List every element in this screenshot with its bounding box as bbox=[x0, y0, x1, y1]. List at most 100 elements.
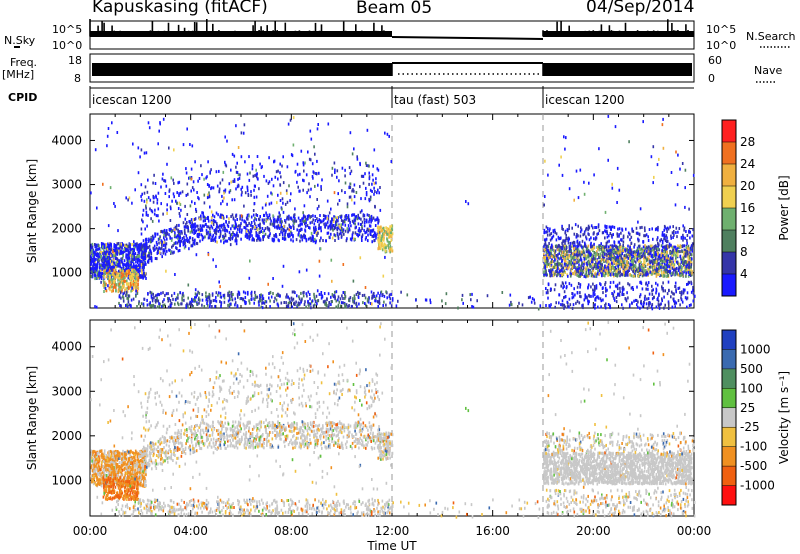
heatmap-cell bbox=[631, 262, 634, 266]
heatmap-cell bbox=[380, 246, 382, 250]
heatmap-cell bbox=[389, 235, 391, 239]
heatmap-cell bbox=[248, 155, 250, 159]
heatmap-cell bbox=[654, 265, 657, 269]
heatmap-cell bbox=[287, 234, 289, 238]
heatmap-cell bbox=[218, 224, 221, 228]
heatmap-cell bbox=[96, 272, 99, 276]
heatmap-cell bbox=[588, 181, 590, 185]
heatmap-cell bbox=[173, 181, 175, 185]
heatmap-cell bbox=[329, 236, 331, 240]
heatmap-cell bbox=[652, 263, 654, 266]
heatmap-cell bbox=[104, 266, 107, 270]
heatmap-cell bbox=[619, 256, 621, 260]
heatmap-cell bbox=[648, 270, 650, 274]
heatmap-cell bbox=[559, 274, 561, 278]
heatmap-cell bbox=[150, 255, 152, 259]
heatmap-cell bbox=[364, 231, 366, 235]
heatmap-cell bbox=[429, 298, 431, 302]
heatmap-cell bbox=[636, 303, 638, 307]
heatmap-cell bbox=[164, 179, 167, 183]
heatmap-cell bbox=[601, 271, 604, 275]
heatmap-cell bbox=[659, 266, 661, 270]
heatmap-cell bbox=[570, 245, 572, 249]
heatmap-cell bbox=[121, 289, 123, 293]
heatmap-cell bbox=[582, 270, 584, 274]
heatmap-cell bbox=[385, 244, 388, 248]
heatmap-cell bbox=[255, 195, 258, 199]
heatmap-cell bbox=[373, 192, 375, 196]
heatmap-cell bbox=[94, 266, 96, 270]
heatmap-cell bbox=[308, 293, 311, 296]
heatmap-cell bbox=[279, 191, 282, 195]
heatmap-cell bbox=[284, 202, 287, 206]
heatmap-cell bbox=[211, 305, 213, 308]
heatmap-cell bbox=[597, 223, 600, 227]
heatmap-cell bbox=[589, 253, 592, 257]
heatmap-cell bbox=[135, 282, 138, 286]
heatmap-cell bbox=[206, 196, 209, 200]
heatmap-cell bbox=[137, 287, 140, 291]
heatmap-cell bbox=[282, 210, 285, 214]
heatmap-cell bbox=[604, 210, 607, 214]
heatmap-cell bbox=[138, 246, 140, 250]
heatmap-cell bbox=[371, 229, 374, 233]
heatmap-cell bbox=[620, 272, 623, 276]
heatmap-cell bbox=[197, 235, 199, 238]
heatmap-cell bbox=[299, 219, 301, 223]
heatmap-cell bbox=[288, 184, 290, 188]
heatmap-cell bbox=[184, 204, 186, 208]
heatmap-cell bbox=[311, 234, 314, 238]
heatmap-cell bbox=[558, 257, 561, 261]
heatmap-cell bbox=[149, 257, 152, 261]
heatmap-cell bbox=[147, 196, 150, 200]
heatmap-cell bbox=[622, 262, 625, 266]
heatmap-cell bbox=[229, 243, 232, 247]
heatmap-cell bbox=[131, 268, 133, 272]
heatmap-cell bbox=[296, 294, 298, 298]
heatmap-cell bbox=[177, 239, 180, 243]
heatmap-cell bbox=[174, 234, 176, 238]
heatmap-cell bbox=[627, 264, 630, 268]
heatmap-cell bbox=[599, 252, 602, 256]
heatmap-cell bbox=[612, 271, 614, 275]
heatmap-cell bbox=[551, 268, 554, 272]
heatmap-cell bbox=[230, 168, 232, 172]
heatmap-cell bbox=[302, 214, 305, 218]
heatmap-cell bbox=[198, 291, 201, 295]
heatmap-cell bbox=[648, 257, 650, 261]
heatmap-cell bbox=[215, 232, 218, 236]
heatmap-cell bbox=[125, 290, 128, 294]
heatmap-cell bbox=[101, 245, 103, 249]
heatmap-cell bbox=[212, 186, 215, 190]
heatmap-cell bbox=[178, 201, 181, 205]
heatmap-cell bbox=[281, 233, 284, 237]
heatmap-cell bbox=[208, 184, 210, 188]
heatmap-cell bbox=[179, 203, 182, 206]
heatmap-cell bbox=[655, 305, 658, 309]
heatmap-cell bbox=[292, 235, 294, 239]
heatmap-cell bbox=[662, 117, 664, 121]
heatmap-cell bbox=[359, 210, 362, 214]
heatmap-cell bbox=[180, 208, 182, 212]
heatmap-cell bbox=[350, 169, 353, 173]
heatmap-cell bbox=[251, 167, 254, 171]
heatmap-cell bbox=[546, 273, 548, 277]
heatmap-cell bbox=[323, 292, 326, 295]
heatmap-cell bbox=[263, 229, 266, 233]
heatmap-cell bbox=[182, 294, 185, 298]
heatmap-cell bbox=[338, 232, 341, 236]
heatmap-cell bbox=[316, 289, 319, 293]
heatmap-cell bbox=[253, 195, 256, 199]
heatmap-cell bbox=[186, 240, 189, 243]
heatmap-cell bbox=[341, 234, 343, 238]
heatmap-cell bbox=[262, 297, 265, 301]
heatmap-cell bbox=[551, 260, 554, 264]
heatmap-cell bbox=[98, 247, 101, 251]
heatmap-cell bbox=[567, 265, 569, 269]
heatmap-cell bbox=[130, 298, 133, 302]
heatmap-cell bbox=[377, 230, 380, 234]
heatmap-cell bbox=[508, 303, 511, 307]
heatmap-cell bbox=[676, 272, 678, 276]
heatmap-cell bbox=[641, 249, 644, 253]
heatmap-cell bbox=[550, 254, 552, 258]
